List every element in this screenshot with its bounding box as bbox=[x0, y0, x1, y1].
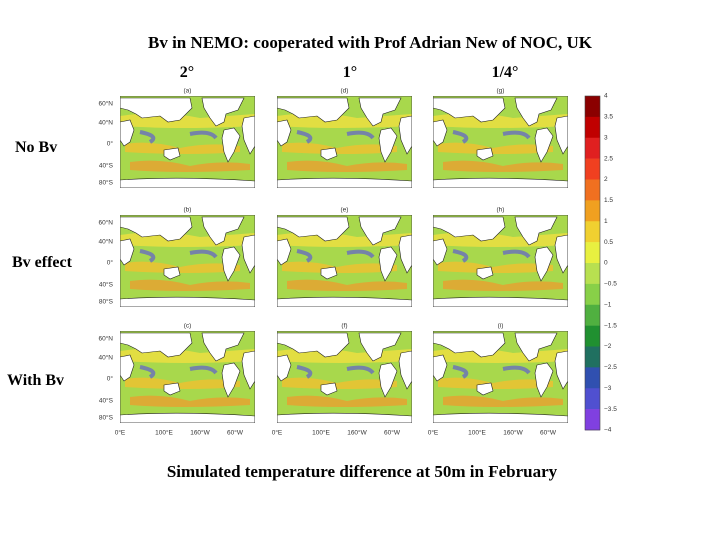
title: Bv in NEMO: cooperated with Prof Adrian … bbox=[148, 33, 593, 52]
panel-label: (e) bbox=[341, 207, 349, 214]
map-panel bbox=[433, 215, 568, 307]
row-label: Bv effect bbox=[12, 254, 73, 271]
colorbar-swatch bbox=[585, 283, 600, 306]
colorbar: 4 3.5 3 2.5 2 1.5 1 0.5 0 −0.5 −1 −1.5 −2 −2.5 −3 −3.5 −… bbox=[584, 93, 617, 434]
y-axis-label: 40°S bbox=[99, 281, 114, 289]
y-axis-label: 40°N bbox=[98, 119, 113, 127]
colorbar-label: −1 bbox=[604, 301, 612, 308]
colorbar-frame bbox=[584, 95, 601, 431]
colorbar-swatch bbox=[585, 367, 600, 389]
colorbar-swatch bbox=[585, 409, 600, 431]
x-axis-label: 60°W bbox=[227, 429, 244, 437]
map-panel bbox=[277, 331, 412, 423]
colorbar-swatch bbox=[585, 304, 600, 326]
colorbar-swatch bbox=[585, 221, 600, 243]
x-axis-label: 160°W bbox=[190, 429, 210, 437]
colorbar-label: −0.5 bbox=[604, 281, 617, 288]
colorbar-label: −3 bbox=[604, 385, 612, 392]
colorbar-label: 1 bbox=[604, 218, 608, 225]
colorbar-swatch bbox=[585, 179, 600, 201]
colorbar-swatch bbox=[585, 200, 600, 222]
x-axis-label: 0°E bbox=[272, 429, 283, 437]
row-label: With Bv bbox=[7, 372, 64, 389]
y-axis-label: 0° bbox=[107, 259, 114, 267]
map-panel bbox=[277, 96, 412, 188]
colorbar-label: 2.5 bbox=[604, 155, 613, 162]
colorbar-label: −4 bbox=[604, 427, 612, 434]
x-axis-label: 100°E bbox=[468, 429, 486, 437]
panel-label: (c) bbox=[184, 323, 192, 330]
y-axis-label: 80°S bbox=[99, 298, 114, 306]
y-axis-label: 80°S bbox=[99, 414, 114, 422]
caption: Simulated temperature difference at 50m … bbox=[167, 462, 558, 481]
y-axis-label: 40°N bbox=[98, 354, 113, 362]
panel-label: (f) bbox=[341, 323, 347, 330]
map-panel bbox=[120, 331, 255, 423]
y-axis-label: 40°S bbox=[99, 162, 114, 170]
x-axis-label: 60°W bbox=[540, 429, 557, 437]
panel-label: (i) bbox=[498, 323, 504, 330]
colorbar-label: 4 bbox=[604, 93, 608, 100]
colorbar-swatch bbox=[585, 96, 600, 118]
panel-label: (h) bbox=[497, 207, 505, 214]
panel-label: (g) bbox=[497, 88, 505, 95]
colorbar-swatch bbox=[585, 388, 600, 410]
x-axis-label: 100°E bbox=[155, 429, 173, 437]
x-axis-label: 100°E bbox=[312, 429, 330, 437]
colorbar-label: 2 bbox=[604, 176, 608, 183]
colorbar-swatch bbox=[585, 137, 600, 159]
colorbar-label: 0 bbox=[604, 260, 608, 267]
y-axis-label: 40°N bbox=[98, 238, 113, 246]
colorbar-swatch bbox=[585, 242, 600, 264]
colorbar-label: −2 bbox=[604, 343, 612, 350]
x-axis-label: 0°E bbox=[428, 429, 439, 437]
map-panel bbox=[120, 96, 255, 188]
map-panel bbox=[433, 96, 568, 188]
colorbar-label: 3.5 bbox=[604, 114, 613, 121]
map-panel bbox=[120, 215, 255, 307]
colorbar-swatch bbox=[585, 116, 600, 139]
colorbar-swatch bbox=[585, 263, 600, 285]
x-axis-label: 0°E bbox=[115, 429, 126, 437]
colorbar-label: −2.5 bbox=[604, 364, 617, 371]
panel-label: (d) bbox=[341, 88, 349, 95]
y-axis-label: 60°N bbox=[98, 100, 113, 108]
colorbar-label: −3.5 bbox=[604, 406, 617, 413]
y-axis-label: 80°S bbox=[99, 179, 114, 187]
panel-label: (b) bbox=[184, 207, 192, 214]
panel-label: (a) bbox=[184, 88, 192, 95]
map-panel bbox=[433, 331, 568, 423]
y-axis-label: 0° bbox=[107, 375, 114, 383]
y-axis-label: 60°N bbox=[98, 335, 113, 343]
x-axis-label: 60°W bbox=[384, 429, 401, 437]
colorbar-swatch bbox=[585, 158, 600, 180]
y-axis-label: 60°N bbox=[98, 219, 113, 227]
column-label: 2° bbox=[180, 64, 194, 81]
colorbar-swatch bbox=[585, 325, 600, 347]
column-label: 1° bbox=[343, 64, 357, 81]
row-label: No Bv bbox=[15, 139, 57, 156]
x-axis-label: 160°W bbox=[347, 429, 367, 437]
colorbar-label: −1.5 bbox=[604, 322, 617, 329]
y-axis-label: 40°S bbox=[99, 397, 114, 405]
colorbar-swatch bbox=[585, 346, 600, 368]
x-axis-label: 160°W bbox=[503, 429, 523, 437]
map-panel bbox=[277, 215, 412, 307]
y-axis-label: 0° bbox=[107, 140, 114, 148]
colorbar-label: 0.5 bbox=[604, 239, 613, 246]
colorbar-label: 3 bbox=[604, 134, 608, 141]
column-label: 1/4° bbox=[492, 64, 519, 81]
colorbar-label: 1.5 bbox=[604, 197, 613, 204]
